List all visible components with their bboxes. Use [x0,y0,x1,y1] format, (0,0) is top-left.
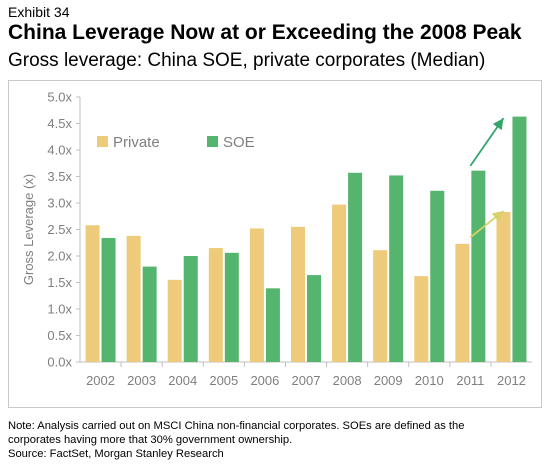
y-axis-label: Gross Leverage (x) [21,174,36,285]
source-text: Source: FactSet, Morgan Stanley Research [8,448,224,460]
bar-soe-2009 [389,175,404,362]
y-tick-label: 3.0x [47,196,72,211]
soe-trend-arrow [469,117,505,167]
bar-soe-2002 [101,237,116,362]
legend-swatch-soe [207,136,218,147]
chart-subtitle: Gross leverage: China SOE, private corpo… [8,50,486,71]
x-tick-label: 2011 [456,373,484,388]
chart-title: China Leverage Now at or Exceeding the 2… [8,21,522,44]
bar-soe-2012 [512,116,527,362]
y-tick-label: 3.5x [47,169,72,184]
bar-private-2004 [167,279,182,362]
x-tick-label: 2002 [86,373,115,388]
footnote: Note: Analysis carried out on MSCI China… [8,419,478,461]
bar-private-2008 [332,204,347,362]
legend-label-private: Private [113,134,160,151]
bar-soe-2008 [348,172,363,362]
chart-frame [8,80,542,408]
y-tick-label: 4.0x [47,143,72,158]
bar-private-2012 [496,212,511,362]
y-tick-label: 5.0x [47,90,72,105]
exhibit-label: Exhibit 34 [8,4,70,20]
bar-soe-2007 [307,275,321,362]
bar-private-2002 [85,225,100,362]
bar-soe-2006 [265,288,280,362]
bar-soe-2005 [224,252,239,362]
note-text: Note: Analysis carried out on MSCI China… [8,420,465,446]
x-tick-label: 2009 [374,373,403,388]
legend-swatch-private [97,136,108,147]
bar-private-2007 [291,226,305,362]
y-tick-label: 2.5x [47,222,72,237]
x-tick-label: 2005 [209,373,238,388]
x-tick-label: 2003 [127,373,156,388]
bar-private-2010 [414,276,429,362]
y-tick-label: 1.5x [47,275,72,290]
x-tick-label: 2010 [415,373,444,388]
x-tick-label: 2004 [168,373,197,388]
y-tick-label: 2.0x [47,249,72,264]
x-tick-label: 2006 [250,373,279,388]
bar-private-2009 [373,250,388,362]
bar-soe-2011 [471,170,486,362]
bar-private-2006 [249,228,264,362]
bar-soe-2004 [183,256,198,362]
bar-private-2011 [455,243,470,362]
x-tick-label: 2007 [292,373,321,388]
x-tick-label: 2012 [497,373,526,388]
y-tick-label: 1.0x [47,302,72,317]
legend-label-soe: SOE [223,134,255,151]
y-tick-label: 4.5x [47,116,72,131]
bar-private-2003 [126,235,141,362]
bar-soe-2003 [142,266,157,362]
y-tick-label: 0.0x [47,355,72,370]
private-trend-arrow [469,210,505,239]
x-tick-label: 2008 [333,373,362,388]
bar-soe-2010 [430,190,445,362]
y-tick-label: 0.5x [47,328,72,343]
bar-private-2005 [208,248,223,362]
